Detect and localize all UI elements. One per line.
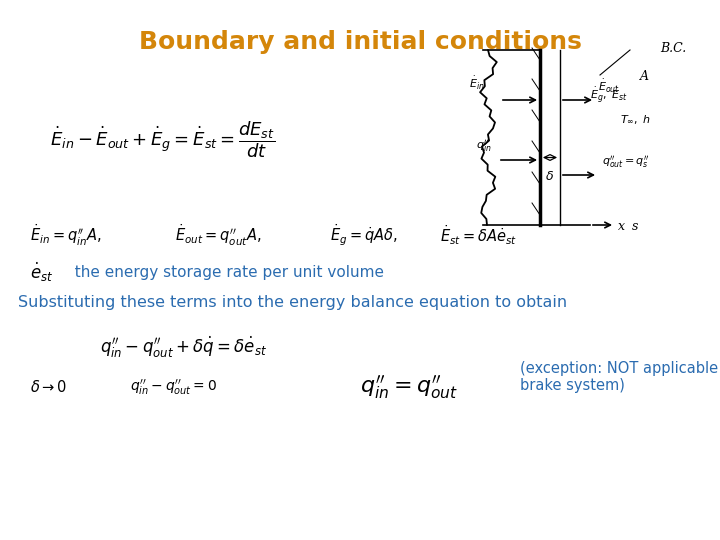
Text: $\dot{E}_g,\;\dot{E}_{st}$: $\dot{E}_g,\;\dot{E}_{st}$ [590, 85, 628, 105]
Text: $q_{in}^{\prime\prime} - q_{out}^{\prime\prime} + \delta\dot{q} = \delta\dot{e}_: $q_{in}^{\prime\prime} - q_{out}^{\prime… [100, 334, 267, 360]
Text: $\dot{E}_{st} = \delta A\dot{e}_{st}$: $\dot{E}_{st} = \delta A\dot{e}_{st}$ [440, 223, 517, 247]
Text: (exception: NOT applicable to a
brake system): (exception: NOT applicable to a brake sy… [520, 361, 720, 393]
Text: $\dot{E}_{in} = q_{in}^{\prime\prime}A,$: $\dot{E}_{in} = q_{in}^{\prime\prime}A,$ [30, 222, 102, 248]
Text: $q_{out}^{\prime\prime} = q_s^{\prime\prime}$: $q_{out}^{\prime\prime} = q_s^{\prime\pr… [602, 154, 649, 170]
Text: $\delta \to 0$: $\delta \to 0$ [30, 379, 67, 395]
Text: $\dot{E}_{out}$: $\dot{E}_{out}$ [598, 78, 620, 95]
Text: Substituting these terms into the energy balance equation to obtain: Substituting these terms into the energy… [18, 294, 567, 309]
Text: s: s [632, 220, 639, 233]
Text: $\delta$: $\delta$ [546, 170, 554, 183]
Text: $\dot{E}_{g} = \dot{q}A\delta,$: $\dot{E}_{g} = \dot{q}A\delta,$ [330, 222, 397, 248]
Text: Boundary and initial conditions: Boundary and initial conditions [138, 30, 582, 54]
Text: B.C.: B.C. [660, 42, 686, 55]
Text: A: A [640, 70, 649, 83]
Text: x: x [618, 220, 625, 233]
Text: $T_\infty,\;h$: $T_\infty,\;h$ [620, 114, 651, 126]
Text: $\dot{E}_{in} - \dot{E}_{out} + \dot{E}_{g} = \dot{E}_{st} = \dfrac{dE_{st}}{dt}: $\dot{E}_{in} - \dot{E}_{out} + \dot{E}_… [50, 120, 275, 160]
Text: $q_{in}^{\prime\prime} - q_{out}^{\prime\prime} = 0$: $q_{in}^{\prime\prime} - q_{out}^{\prime… [130, 377, 217, 396]
Text: the energy storage rate per unit volume: the energy storage rate per unit volume [65, 265, 384, 280]
Text: $q_{in}^{\prime\prime}$: $q_{in}^{\prime\prime}$ [477, 138, 492, 154]
Text: $\dot{E}_{in}$: $\dot{E}_{in}$ [469, 75, 485, 92]
Text: $q_{in}^{\prime\prime} = q_{out}^{\prime\prime}$: $q_{in}^{\prime\prime} = q_{out}^{\prime… [360, 373, 459, 401]
Text: $\dot{e}_{st}$: $\dot{e}_{st}$ [30, 260, 53, 284]
Text: $\dot{E}_{out} = q_{out}^{\prime\prime}A,$: $\dot{E}_{out} = q_{out}^{\prime\prime}A… [175, 222, 261, 248]
